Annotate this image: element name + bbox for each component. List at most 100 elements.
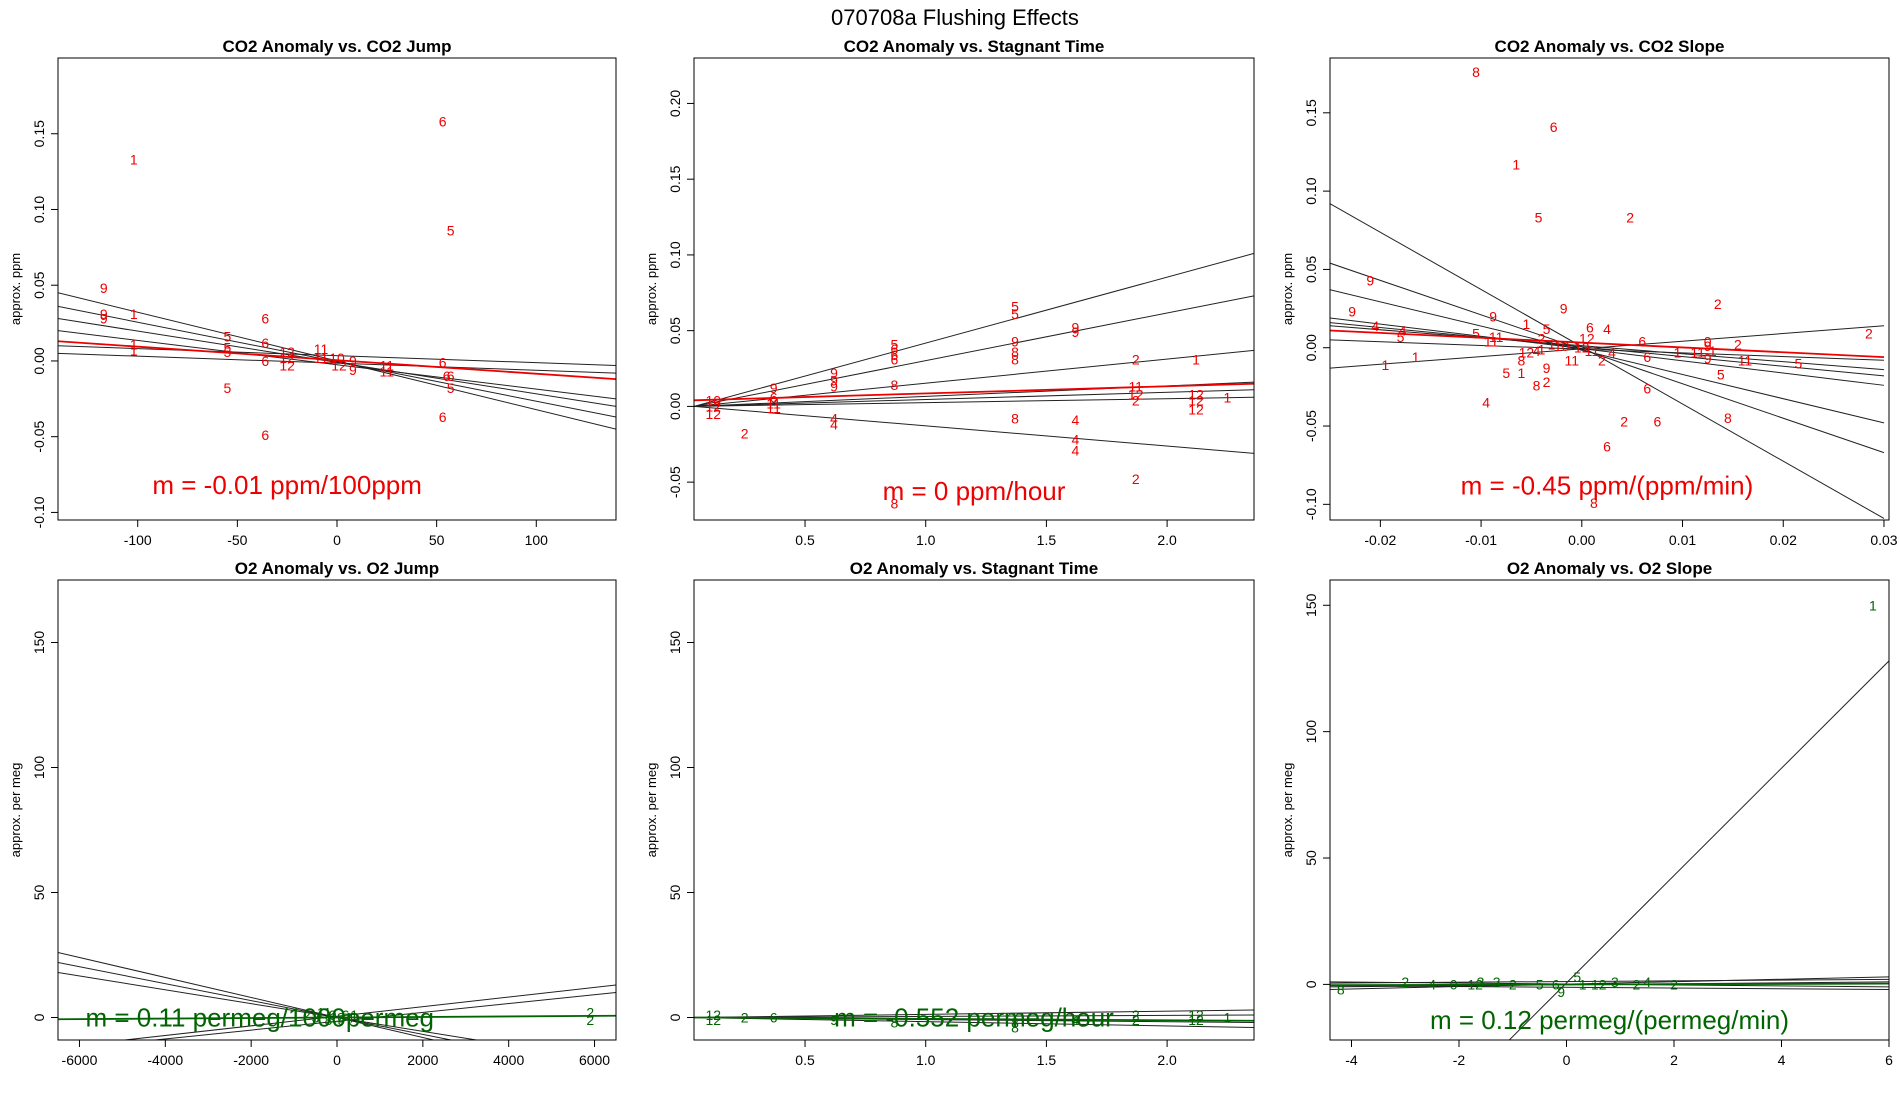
y-axis-label: approx. ppm xyxy=(1280,253,1295,325)
data-point-label: 1 xyxy=(130,342,138,358)
data-point-label: 4 xyxy=(830,417,838,433)
data-point-label: 12 xyxy=(1467,976,1483,992)
y-tick-label: 50 xyxy=(31,885,47,901)
data-point-label: 12 xyxy=(329,1010,345,1026)
data-point-label: 12 xyxy=(706,1007,722,1023)
x-tick-label: 0.5 xyxy=(795,532,815,548)
data-point-label: 11 xyxy=(766,400,781,416)
data-point-label: 12 xyxy=(279,344,295,360)
data-point-label: 4 xyxy=(1608,344,1616,360)
y-tick-label: 0 xyxy=(1303,980,1319,988)
data-point-label: 5 xyxy=(223,344,231,360)
fit-line xyxy=(1330,325,1885,371)
x-tick-label: 0 xyxy=(333,532,341,548)
data-point-label: 1 xyxy=(1192,351,1200,367)
fit-line xyxy=(1330,978,1889,984)
data-point-label: 2 xyxy=(1714,296,1722,312)
fit-line xyxy=(1330,325,1885,369)
data-point-label: 8 xyxy=(1011,344,1019,360)
data-point-label: 4 xyxy=(1603,321,1611,337)
data-point-label: 4 xyxy=(1071,442,1079,458)
x-tick-label: 0.02 xyxy=(1770,532,1797,548)
plot-frame xyxy=(1329,57,1890,521)
fit-line xyxy=(58,318,616,407)
y-axis-label: approx. ppm xyxy=(8,253,23,325)
y-tick-label: 100 xyxy=(31,756,47,780)
y-tick-label: 0.15 xyxy=(667,165,683,192)
y-tick-label: 0 xyxy=(31,1013,47,1021)
data-point-label: 1 xyxy=(1538,341,1546,357)
data-point-label: 6 xyxy=(1638,333,1646,349)
data-point-label: 6 xyxy=(439,114,447,130)
data-point-label: 4 xyxy=(1428,976,1436,992)
fit-line xyxy=(1330,203,1885,519)
x-tick-label: 0.00 xyxy=(1568,532,1595,548)
main-fit-line xyxy=(1330,982,1889,987)
data-point-label: 8 xyxy=(1590,495,1598,511)
data-point-label: 4 xyxy=(1482,395,1490,411)
data-point-label: 12 xyxy=(1188,1007,1204,1023)
fit-line xyxy=(58,352,616,374)
data-point-label: 8 xyxy=(1724,410,1732,426)
data-point-label: 9 xyxy=(1489,308,1497,324)
fit-line xyxy=(694,295,1254,407)
main-fit-line xyxy=(58,1014,616,1021)
data-point-label: 2 xyxy=(1734,337,1742,353)
data-point-label: 12 xyxy=(279,350,295,366)
data-point-label: 9 xyxy=(349,362,357,378)
data-point-label: 2 xyxy=(1401,974,1409,990)
data-point-label: 2 xyxy=(1626,210,1634,226)
x-tick-label: 2 xyxy=(1670,1052,1678,1068)
data-point-label: 11 xyxy=(1128,379,1143,395)
data-point-label: 9 xyxy=(770,380,778,396)
data-point-label: 10 xyxy=(706,392,722,408)
fit-line xyxy=(1330,985,1889,990)
data-point-label: 4 xyxy=(1399,323,1407,339)
data-point-label: 2 xyxy=(1132,392,1140,408)
data-point-label: 9 xyxy=(100,311,108,327)
x-tick-label: 0.5 xyxy=(795,1052,815,1068)
x-tick-label: 6 xyxy=(1885,1052,1893,1068)
y-tick-label: -0.10 xyxy=(1303,488,1319,520)
data-point-label: 8 xyxy=(1533,377,1541,393)
data-point-label: 6 xyxy=(1586,319,1594,335)
data-point-label: 12 xyxy=(279,357,295,373)
data-point-label: 11 xyxy=(766,395,781,411)
data-point-label: 12 xyxy=(1188,401,1204,417)
data-point-label: 2 xyxy=(1132,1012,1140,1028)
data-point-label: 11 xyxy=(1585,343,1600,359)
data-point-label: 4 xyxy=(1533,343,1541,359)
x-tick-label: 6000 xyxy=(579,1052,610,1068)
data-point-label: 2 xyxy=(1865,326,1873,342)
x-tick-label: 1.5 xyxy=(1037,1052,1057,1068)
data-point-label: 1 xyxy=(1381,357,1389,373)
fit-line xyxy=(694,1014,1254,1018)
data-point-label: 9 xyxy=(1704,351,1712,367)
data-point-label: 6 xyxy=(1603,438,1611,454)
chart-panel-6: O2 Anomaly vs. O2 Slope approx. per meg 1 8… xyxy=(1280,559,1893,1068)
data-point-label: 5 xyxy=(890,336,898,352)
main-fit-line xyxy=(58,340,616,381)
plot-frame xyxy=(57,57,617,521)
y-tick-label: -0.05 xyxy=(667,466,683,498)
data-point-label: 6 xyxy=(1653,413,1661,429)
data-point-label: 1 xyxy=(1709,343,1717,359)
data-point-label: 12 xyxy=(706,1012,722,1028)
chart-title: O2 Anomaly vs. O2 Slope xyxy=(1507,559,1712,578)
data-point-label: 11 xyxy=(314,350,329,366)
x-tick-label: 4 xyxy=(1778,1052,1786,1068)
data-point-label: 2 xyxy=(1538,330,1546,346)
data-point-label: 5 xyxy=(1472,326,1480,342)
data-point-label: 2 xyxy=(1620,413,1628,429)
data-point-label: 12 xyxy=(1579,330,1595,346)
x-tick-label: -50 xyxy=(227,532,247,548)
data-point-label: 5 xyxy=(1794,355,1802,371)
data-point-label: 12 xyxy=(1188,1012,1204,1028)
data-point-label: 12 xyxy=(1591,976,1607,992)
data-point-label: 6 xyxy=(890,351,898,367)
x-tick-label: -4000 xyxy=(147,1052,183,1068)
data-point-label: 8 xyxy=(890,377,898,393)
